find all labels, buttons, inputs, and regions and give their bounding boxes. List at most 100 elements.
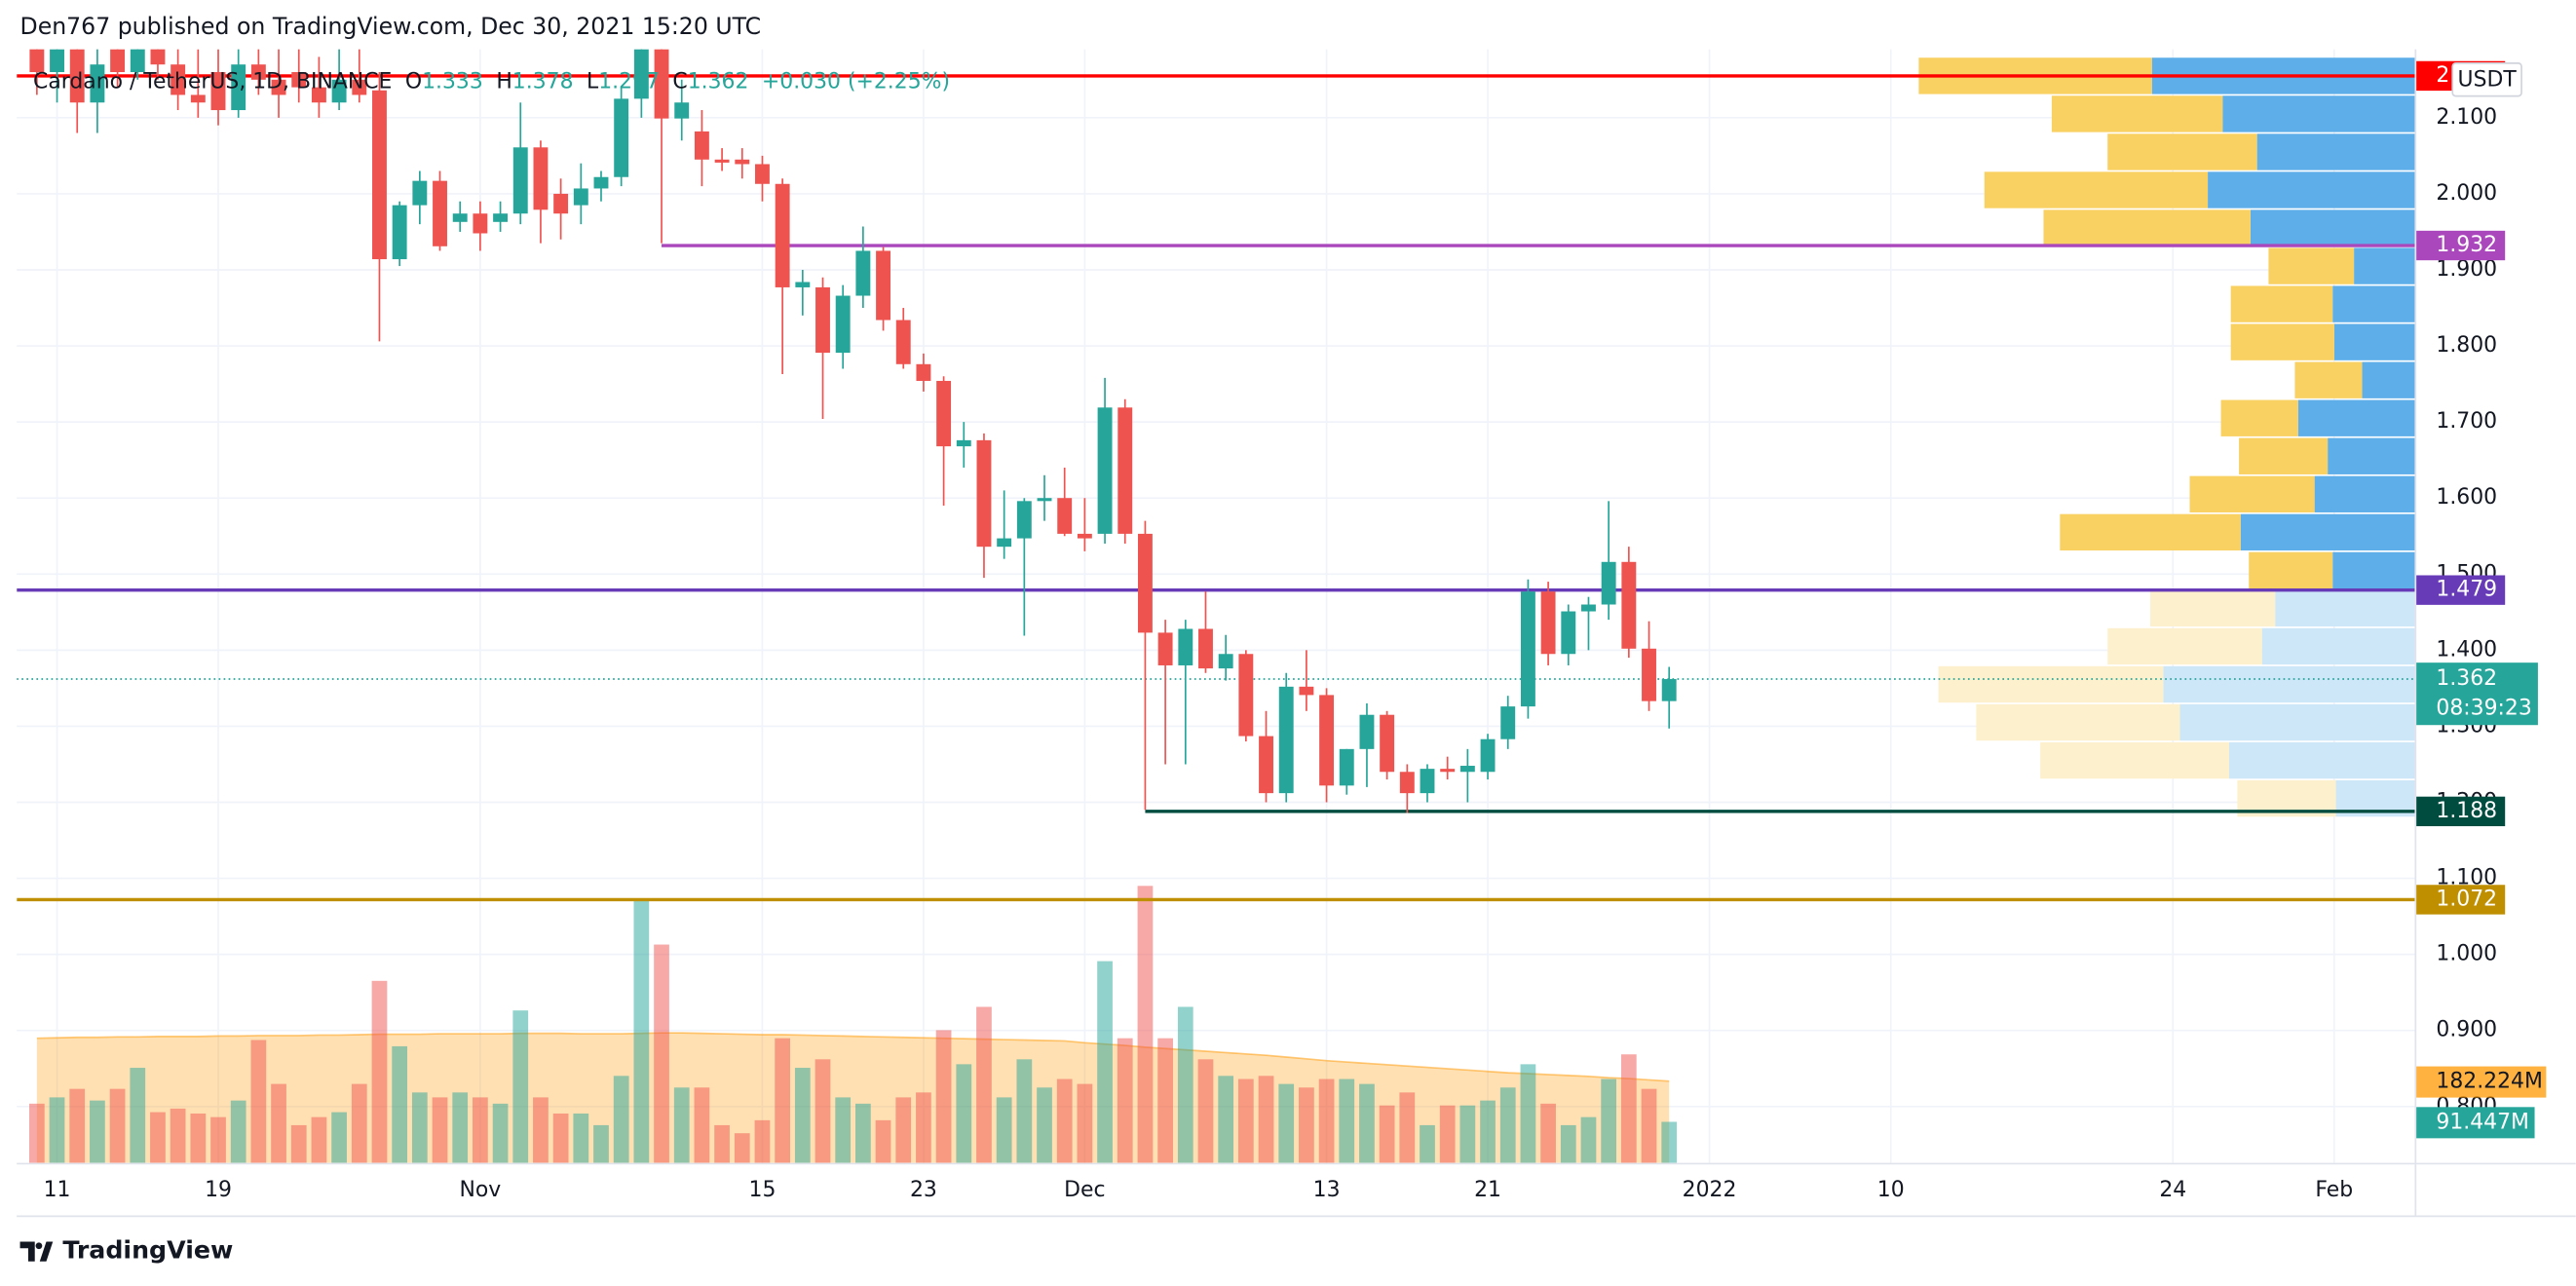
volume-bar (392, 1045, 408, 1163)
profile-up (2294, 361, 2363, 398)
level-label-box (2416, 230, 2506, 261)
profile-up (1976, 703, 2180, 741)
volume-bar (473, 1097, 488, 1163)
y-tick-label: 1.400 (2436, 637, 2497, 662)
volume-bar (552, 1113, 569, 1163)
volume-bar (190, 1113, 207, 1163)
volume-bar (633, 900, 650, 1163)
volume-bar (271, 1083, 286, 1163)
candle-body (231, 64, 246, 111)
candle-body (1037, 498, 1052, 502)
grid (17, 49, 2415, 1163)
candle-body (452, 213, 468, 222)
volume-bar (432, 1097, 448, 1163)
volume-bar (452, 1092, 469, 1163)
candle-body (956, 439, 971, 447)
candle-body (250, 64, 266, 80)
candle-body (674, 102, 690, 119)
volume-bar (411, 1092, 428, 1163)
volume-bar (512, 1010, 529, 1163)
profile-down (2240, 513, 2415, 551)
profile-down (2179, 703, 2415, 741)
candle-body (271, 79, 286, 95)
last-price-box (2416, 662, 2538, 726)
level-label: 1.072 (2436, 887, 2497, 911)
candle-body (876, 250, 890, 321)
currency-frame (2451, 62, 2522, 97)
legend-change: +0.030 (+2.25%) (762, 69, 950, 94)
volume-bar (654, 944, 669, 1163)
volume-ma-label: 182.224M (2436, 1070, 2542, 1094)
y-tick-label: 2.000 (2436, 181, 2497, 206)
volume-bar (1218, 1076, 1234, 1163)
candle-body (895, 320, 911, 364)
volume-bar (150, 1112, 166, 1163)
candle-body (1440, 769, 1456, 773)
candle-body (1359, 714, 1375, 749)
profile-down (2208, 171, 2415, 208)
x-tick-label: 10 (1877, 1178, 1905, 1202)
candle-body (614, 98, 629, 177)
y-tick-label: 1.900 (2436, 257, 2497, 282)
x-tick-label: 19 (205, 1178, 232, 1202)
last-price-label: 1.362 (2436, 666, 2497, 691)
volume-bar (331, 1112, 347, 1163)
profile-up (2220, 399, 2298, 436)
profile-down (2332, 285, 2415, 322)
candle-body (1459, 766, 1475, 773)
logo-mark (19, 1241, 54, 1262)
volume-bar (814, 1059, 831, 1163)
candle-body (916, 363, 931, 381)
candle-body (291, 71, 307, 88)
profile-up (2150, 589, 2276, 627)
volume-bar (935, 1030, 952, 1163)
volume-label: 91.447M (2436, 1110, 2529, 1134)
candle-body (976, 439, 992, 548)
profile-up (2230, 323, 2334, 360)
volume-bar (1056, 1078, 1073, 1163)
candle-body (553, 193, 569, 214)
candle-body (1118, 407, 1133, 534)
volume-ma-box (2416, 1066, 2547, 1098)
profile-down (2228, 741, 2415, 779)
volume-bar (1197, 1059, 1214, 1163)
candle-body (130, 49, 145, 72)
profile-up (2189, 475, 2315, 512)
volume-bar (916, 1092, 931, 1163)
candle-body (170, 64, 186, 95)
candle-body (1198, 628, 1213, 669)
candle-body (1500, 706, 1516, 739)
level-label: 1.932 (2436, 233, 2497, 257)
profile-down (2256, 133, 2415, 170)
candle-body (512, 147, 528, 214)
candle-body (714, 159, 730, 163)
legend-value: 1.378 (512, 69, 574, 94)
volume-bar (1097, 961, 1113, 1163)
volume-bar (1459, 1105, 1476, 1163)
candle-body (1278, 686, 1294, 794)
volume-box (2416, 1107, 2535, 1139)
candle-body (190, 95, 206, 103)
currency-box: USDT (2451, 62, 2522, 97)
level-label-box (2416, 575, 2506, 605)
volume-bar (90, 1100, 105, 1163)
candle-body (150, 49, 166, 65)
candle-body (1399, 772, 1415, 794)
volume-bar (1077, 1083, 1093, 1163)
volume-bar (311, 1116, 327, 1163)
profile-up (2107, 627, 2262, 665)
candle-body (331, 79, 347, 103)
candle-body (29, 49, 45, 72)
candle-body (1057, 498, 1073, 534)
footer-logo (19, 1241, 54, 1262)
profile-down (2222, 95, 2415, 132)
volume-bar (1620, 1054, 1637, 1163)
volume-bar (1480, 1100, 1496, 1163)
profile-down (2297, 399, 2415, 436)
profile-up (1938, 665, 2164, 703)
x-tick-label: Dec (1064, 1178, 1105, 1202)
y-tick-label: 1.600 (2436, 485, 2497, 510)
candle-body (1299, 686, 1314, 696)
volume-bar (170, 1108, 186, 1163)
volume-bar (1037, 1087, 1052, 1163)
